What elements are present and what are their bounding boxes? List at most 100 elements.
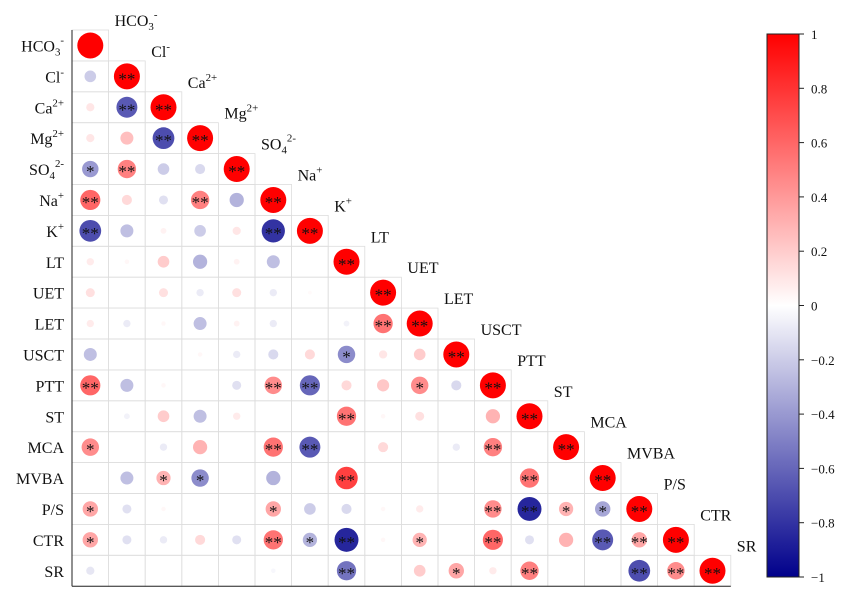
correlation-point-CTR-Ca <box>159 536 168 544</box>
correlation-point-CTR-MCA <box>558 532 574 547</box>
correlation-point-CTR-HCO3 <box>82 532 98 548</box>
significance-mark: ** <box>375 286 392 305</box>
correlation-point-P/S-USCT <box>455 507 458 511</box>
variable-labels: HCO3-HCO3-Cl-Cl-Ca2+Ca2+Mg2+Mg2+SO42-SO4… <box>16 9 757 581</box>
correlation-point-P/S-MCA <box>558 501 574 517</box>
correlation-point-LT-Ca <box>157 255 170 268</box>
correlation-point-UET-Mg <box>196 288 204 297</box>
correlation-point-SR-USCT <box>448 563 464 579</box>
correlation-point-K-Mg <box>194 225 206 237</box>
correlation-point-PTT-K <box>299 375 320 396</box>
correlation-point-Mg-HCO3 <box>86 134 95 143</box>
correlation-point-P/S-HCO3 <box>82 501 98 517</box>
significance-mark: * <box>415 533 424 552</box>
correlation-point-K-Cl <box>120 224 134 238</box>
significance-mark: ** <box>704 564 721 583</box>
significance-mark: ** <box>265 224 282 243</box>
significance-mark: ** <box>82 378 99 397</box>
correlation-point-SR-SO4 <box>235 569 238 572</box>
diagonal-label-USCT: USCT <box>481 322 522 339</box>
correlation-point-ST-Na <box>272 415 275 418</box>
diagonal-label-Na: Na+ <box>298 165 323 185</box>
correlation-point-ST-Mg <box>193 409 207 423</box>
significance-mark: * <box>415 378 424 397</box>
correlation-point-USCT-HCO3 <box>83 347 97 361</box>
correlation-point-MCA-USCT <box>452 443 460 451</box>
correlation-point-CTR-P/S <box>631 532 647 548</box>
row-label-Ca: Ca2+ <box>35 97 64 117</box>
correlation-point-CTR-LT <box>334 527 359 552</box>
significance-mark: ** <box>338 564 355 583</box>
significance-mark: ** <box>192 193 209 212</box>
correlation-point-Mg-Ca <box>152 127 175 150</box>
correlation-point-MCA-Na <box>263 437 283 457</box>
correlation-point-USCT-Mg <box>197 352 203 357</box>
colorbar-tick-label: 0.2 <box>811 244 827 259</box>
diagonal-label-P/S: P/S <box>664 477 686 494</box>
significance-mark: * <box>86 502 95 521</box>
correlation-point-SO4-Ca <box>157 163 170 175</box>
correlation-point-CTR-Na <box>263 530 283 550</box>
significance-mark: ** <box>521 471 538 490</box>
significance-mark: ** <box>265 533 282 552</box>
correlation-point-PTT-USCT <box>451 380 462 391</box>
colorbar-gradient <box>766 33 800 578</box>
correlation-point-SR-SR <box>699 557 726 584</box>
correlation-point-CTR-USCT <box>455 538 458 542</box>
correlation-point-PTT-PTT <box>479 372 506 399</box>
correlation-point-LET-Na <box>269 319 277 328</box>
correlation-point-MVBA-UET <box>381 476 385 480</box>
significance-mark: ** <box>118 69 135 88</box>
correlation-point-SR-P/S <box>628 559 651 582</box>
correlation-point-MVBA-USCT <box>455 476 458 480</box>
correlation-point-LT-SO4 <box>233 258 240 265</box>
correlation-point-P/S-K <box>304 503 316 515</box>
colorbar-tick-label: 0 <box>811 299 818 314</box>
correlation-point-LET-UET <box>373 313 393 334</box>
correlation-point-USCT-USCT <box>443 341 470 368</box>
correlation-point-SR-LET <box>413 564 426 577</box>
correlation-point-ST-PTT <box>485 409 501 424</box>
correlation-point-SR-CTR <box>667 562 685 580</box>
diagonal-label-K: K+ <box>334 195 352 215</box>
correlation-point-MCA-LET <box>418 445 421 449</box>
significance-mark: * <box>342 347 351 366</box>
diagonal-label-Cl: Cl- <box>151 41 170 61</box>
correlation-point-CTR-LET <box>412 532 427 547</box>
correlation-point-SR-ST <box>520 561 539 580</box>
correlation-point-MVBA-MVBA <box>589 465 616 492</box>
correlation-point-P/S-Mg <box>198 507 202 511</box>
correlation-point-SR-Cl <box>125 569 129 572</box>
correlation-point-USCT-Na <box>268 349 279 360</box>
diagonal-label-SR: SR <box>737 538 757 555</box>
correlation-point-LET-LT <box>343 320 350 327</box>
significance-mark: * <box>196 471 205 490</box>
correlation-point-HCO3-HCO3 <box>77 32 104 59</box>
colorbar-tick-label: 1 <box>811 27 818 42</box>
correlation-point-SR-LT <box>336 561 357 581</box>
row-label-USCT: USCT <box>23 347 64 364</box>
significance-mark: ** <box>118 162 135 181</box>
row-label-UET: UET <box>33 286 64 303</box>
correlation-point-LT-HCO3 <box>86 258 94 266</box>
row-label-LET: LET <box>35 317 65 334</box>
colorbar-tick-label: −0.6 <box>811 461 835 476</box>
significance-mark: * <box>86 440 95 459</box>
significance-mark: ** <box>82 193 99 212</box>
correlation-point-ST-Cl <box>123 413 130 420</box>
correlation-point-P/S-SO4 <box>235 507 238 511</box>
diagonal-label-MVBA: MVBA <box>627 446 675 463</box>
colorbar: 1 0.8 0.6 0.4 0.2 0 −0.2 −0.4 −0.6 −0.8 −1 <box>766 27 835 585</box>
correlation-point-LET-Mg <box>193 317 207 331</box>
colorbar-tick-label: −0.8 <box>811 516 835 531</box>
correlation-point-K-K <box>296 217 323 244</box>
correlation-point-PTT-Ca <box>161 383 166 388</box>
correlation-point-UET-SO4 <box>232 288 242 298</box>
correlation-point-MCA-LT <box>345 445 348 449</box>
correlation-point-USCT-Ca <box>162 353 165 356</box>
correlation-point-CTR-K <box>302 532 318 547</box>
correlation-point-SR-K <box>308 569 312 572</box>
correlation-point-LET-SO4 <box>233 320 240 327</box>
cell-grid <box>71 29 732 587</box>
correlation-point-CTR-UET <box>380 537 386 543</box>
